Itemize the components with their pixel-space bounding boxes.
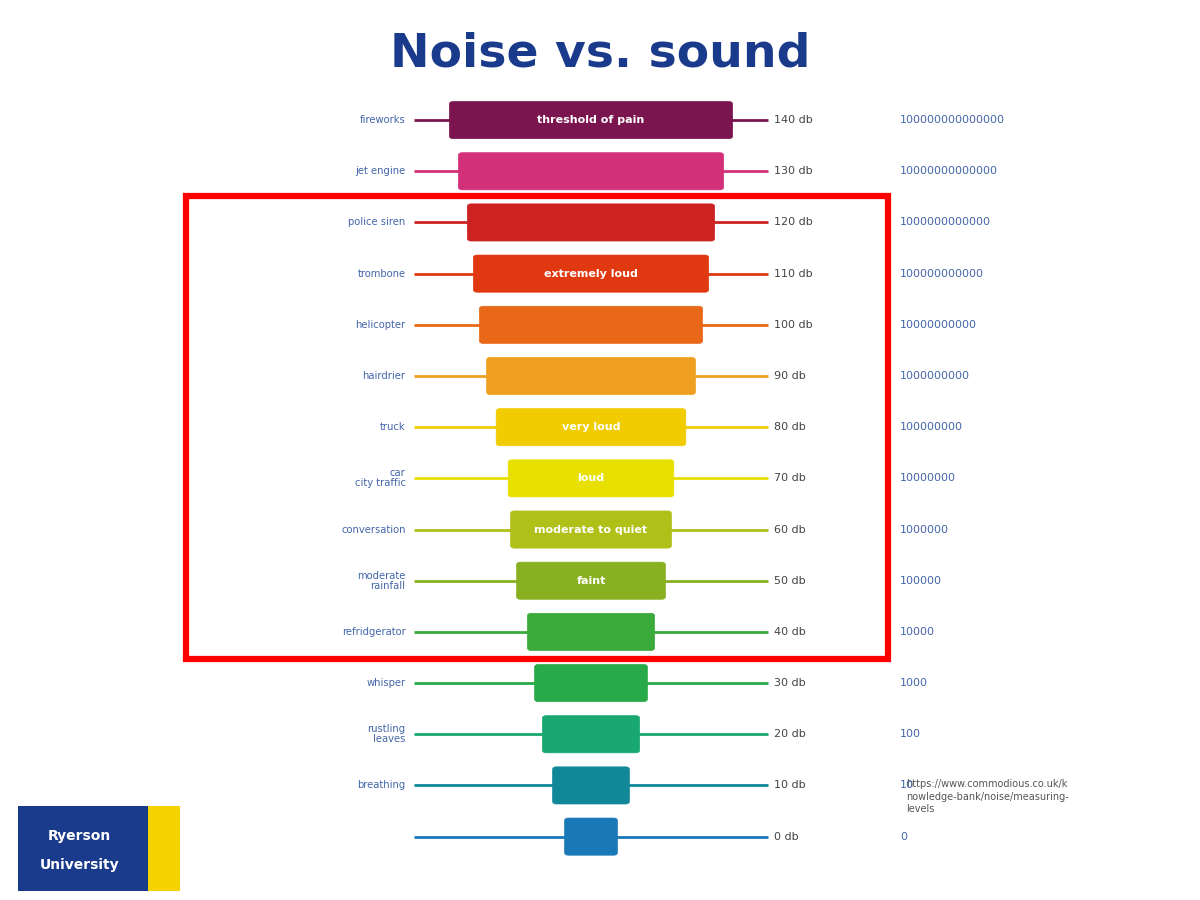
- Text: 30 db: 30 db: [774, 678, 805, 688]
- Text: Noise vs. sound: Noise vs. sound: [390, 32, 810, 76]
- Text: breathing: breathing: [358, 780, 406, 790]
- Text: 100: 100: [900, 729, 922, 739]
- Text: 10 db: 10 db: [774, 780, 805, 790]
- Text: 10: 10: [900, 780, 914, 790]
- Text: helicopter: helicopter: [355, 320, 406, 329]
- Text: University: University: [40, 859, 119, 872]
- Text: threshold of pain: threshold of pain: [538, 115, 644, 125]
- Text: 50 db: 50 db: [774, 576, 805, 586]
- Text: jet engine: jet engine: [355, 166, 406, 176]
- Text: 100000000000000: 100000000000000: [900, 115, 1006, 125]
- Text: moderate to quiet: moderate to quiet: [534, 525, 648, 535]
- Text: faint: faint: [576, 576, 606, 586]
- Text: 140 db: 140 db: [774, 115, 812, 125]
- Text: loud: loud: [577, 473, 605, 483]
- Text: 100000: 100000: [900, 576, 942, 586]
- Text: 100000000: 100000000: [900, 422, 964, 432]
- Text: 1000000: 1000000: [900, 525, 949, 535]
- Text: 0: 0: [900, 832, 907, 842]
- FancyBboxPatch shape: [542, 716, 640, 752]
- FancyBboxPatch shape: [487, 357, 696, 394]
- Bar: [18, 806, 148, 891]
- Text: 1000: 1000: [900, 678, 928, 688]
- Text: fireworks: fireworks: [360, 115, 406, 125]
- Text: 120 db: 120 db: [774, 218, 812, 228]
- Text: 10000: 10000: [900, 627, 935, 637]
- Text: extremely loud: extremely loud: [544, 268, 638, 279]
- Text: Ryerson: Ryerson: [48, 829, 112, 843]
- Text: refridgerator: refridgerator: [342, 627, 406, 637]
- Text: 70 db: 70 db: [774, 473, 805, 483]
- Text: https://www.commodious.co.uk/k
nowledge-bank/noise/measuring-
levels: https://www.commodious.co.uk/k nowledge-…: [906, 779, 1069, 814]
- FancyBboxPatch shape: [552, 767, 629, 804]
- Text: 1000000000000: 1000000000000: [900, 218, 991, 228]
- FancyBboxPatch shape: [497, 409, 686, 446]
- Text: 110 db: 110 db: [774, 268, 812, 279]
- Text: moderate
rainfall: moderate rainfall: [358, 571, 406, 590]
- Text: 90 db: 90 db: [774, 371, 805, 381]
- FancyBboxPatch shape: [509, 460, 674, 497]
- FancyBboxPatch shape: [480, 306, 702, 344]
- Bar: [148, 806, 180, 891]
- Bar: [186, 196, 888, 659]
- Text: trombone: trombone: [358, 268, 406, 279]
- Text: truck: truck: [380, 422, 406, 432]
- FancyBboxPatch shape: [458, 153, 724, 190]
- Text: hairdrier: hairdrier: [362, 371, 406, 381]
- Text: conversation: conversation: [341, 525, 406, 535]
- Text: whisper: whisper: [366, 678, 406, 688]
- FancyBboxPatch shape: [473, 255, 708, 292]
- FancyBboxPatch shape: [517, 562, 665, 599]
- Text: police siren: police siren: [348, 218, 406, 228]
- Text: 10000000000: 10000000000: [900, 320, 977, 329]
- FancyBboxPatch shape: [535, 664, 648, 702]
- Text: 60 db: 60 db: [774, 525, 805, 535]
- Text: car
city traffic: car city traffic: [355, 468, 406, 489]
- Text: rustling
leaves: rustling leaves: [367, 724, 406, 744]
- FancyBboxPatch shape: [468, 204, 714, 241]
- Text: 0 db: 0 db: [774, 832, 799, 842]
- Text: 130 db: 130 db: [774, 166, 812, 176]
- Text: 20 db: 20 db: [774, 729, 805, 739]
- Text: 10000000: 10000000: [900, 473, 956, 483]
- Text: 10000000000000: 10000000000000: [900, 166, 998, 176]
- FancyBboxPatch shape: [511, 511, 672, 548]
- Text: 1000000000: 1000000000: [900, 371, 970, 381]
- FancyBboxPatch shape: [449, 102, 732, 139]
- Text: 80 db: 80 db: [774, 422, 805, 432]
- Text: 40 db: 40 db: [774, 627, 805, 637]
- Text: 100 db: 100 db: [774, 320, 812, 329]
- Text: very loud: very loud: [562, 422, 620, 432]
- FancyBboxPatch shape: [565, 818, 618, 855]
- FancyBboxPatch shape: [528, 613, 655, 651]
- Text: 100000000000: 100000000000: [900, 268, 984, 279]
